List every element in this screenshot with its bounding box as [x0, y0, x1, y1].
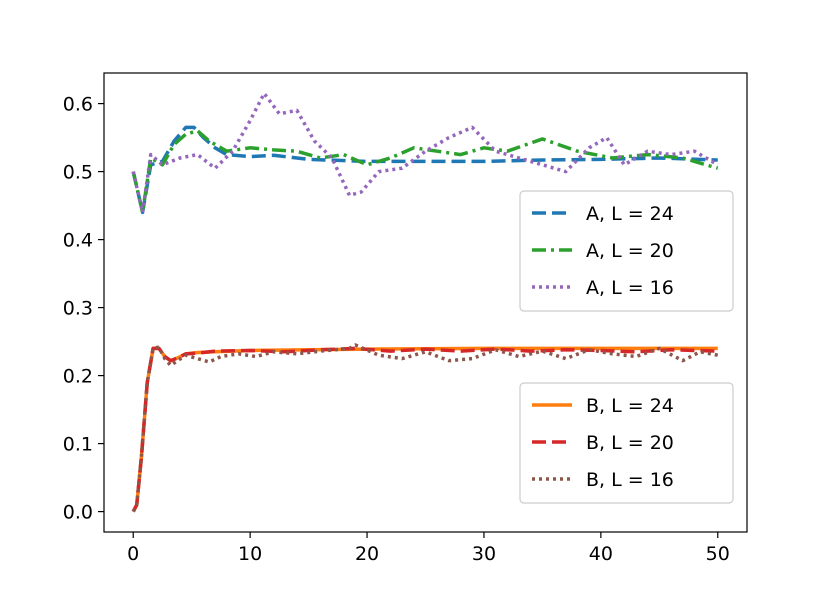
series-line-5 [131, 346, 718, 513]
legend-entry-label: A, L = 16 [586, 277, 674, 299]
x-tick-label: 30 [472, 543, 496, 565]
y-tick-label: 0.6 [63, 94, 93, 116]
legend-1: A, L = 24 A, L = 20 A, L = 16 [519, 190, 734, 312]
legends: A, L = 24A, L = 20A, L = 16B, L = 24B, L… [519, 190, 734, 504]
series-line-3 [131, 91, 719, 215]
x-tick-label: 0 [127, 543, 139, 565]
axes-frame [103, 72, 748, 533]
x-tick-label: 40 [589, 543, 613, 565]
x-tick-label: 50 [706, 543, 730, 565]
legend-entry-label: B, L = 24 [586, 395, 674, 417]
y-tick-label: 0.3 [63, 298, 93, 320]
x-tick-label: 10 [238, 543, 262, 565]
series-line-2 [131, 129, 719, 215]
y-tick-label: 0.2 [63, 366, 93, 388]
x-tick-label: 20 [355, 543, 379, 565]
legend-entry-label: B, L = 20 [586, 432, 674, 454]
y-axis: 0.0 0.1 0.2 0.3 0.4 0.5 0.6 [63, 94, 104, 524]
legend-frame [519, 190, 734, 312]
y-tick-label: 0.1 [63, 434, 93, 456]
y-tick-label: 0.4 [63, 230, 93, 252]
y-tick-label: 0.5 [63, 162, 93, 184]
legend-entry-label: A, L = 20 [586, 240, 674, 262]
legend-entry-label: A, L = 24 [586, 203, 674, 225]
x-axis: 0 10 20 30 40 50 [127, 532, 730, 565]
legend-entry-label: B, L = 16 [586, 469, 674, 491]
plot-area [131, 91, 719, 513]
legend-2: B, L = 24 B, L = 20 B, L = 16 [519, 382, 734, 504]
legend-frame [519, 382, 734, 504]
y-tick-label: 0.0 [63, 502, 93, 524]
